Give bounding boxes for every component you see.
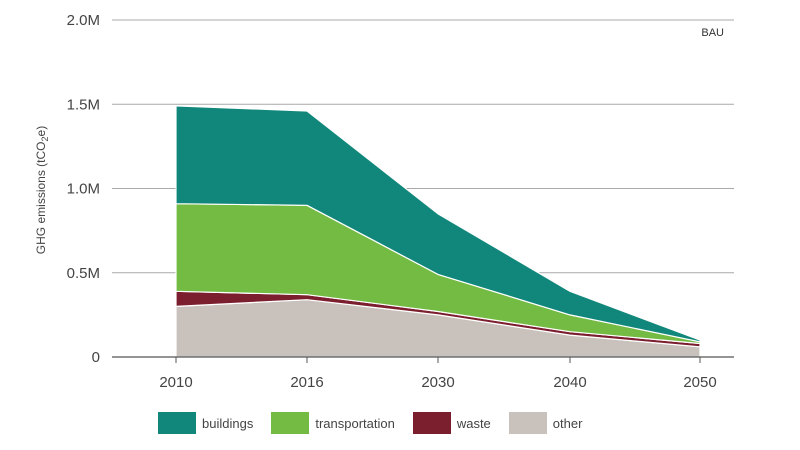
area-buildings [175,105,701,343]
y-axis-label-main: GHG emissions (tCO [34,142,48,255]
legend-swatch [158,412,196,434]
x-tick-label: 2010 [159,374,192,391]
y-tick-label: 0 [92,349,100,366]
y-tick-label: 2.0M [67,12,100,29]
x-tick-label: 2016 [290,374,323,391]
legend-item-waste: waste [412,412,491,434]
legend: buildings transportation waste other [158,411,600,435]
y-tick-label: 1.5M [67,96,100,113]
axes: 0 0.5M 1.0M 1.5M 2.0M 2010 2016 2030 2040 2050 [67,12,734,391]
y-tick-label: 0.5M [67,265,100,282]
legend-label: other [552,415,583,431]
legend-label: transportation [315,415,395,431]
legend-swatch [271,412,310,434]
y-tick-label: 1.0M [67,181,100,198]
legend-label: waste [456,415,491,431]
legend-swatch [412,412,451,434]
y-axis-label-sub: 2 [40,136,50,141]
legend-item-other: other [508,412,583,434]
x-tick-label: 2030 [421,374,454,391]
bau-annotation: BAU [701,27,724,39]
x-tick-label: 2050 [683,374,716,391]
legend-swatch [508,412,547,434]
legend-item-transportation: transportation [271,412,395,434]
y-axis-label: GHG emissions (tCO2e) [34,126,50,254]
legend-item-buildings: buildings [158,412,253,434]
legend-label: buildings [202,415,254,431]
stacked-areas [175,105,701,358]
y-axis-label-end: e) [34,126,48,137]
x-tick-label: 2040 [553,374,586,391]
